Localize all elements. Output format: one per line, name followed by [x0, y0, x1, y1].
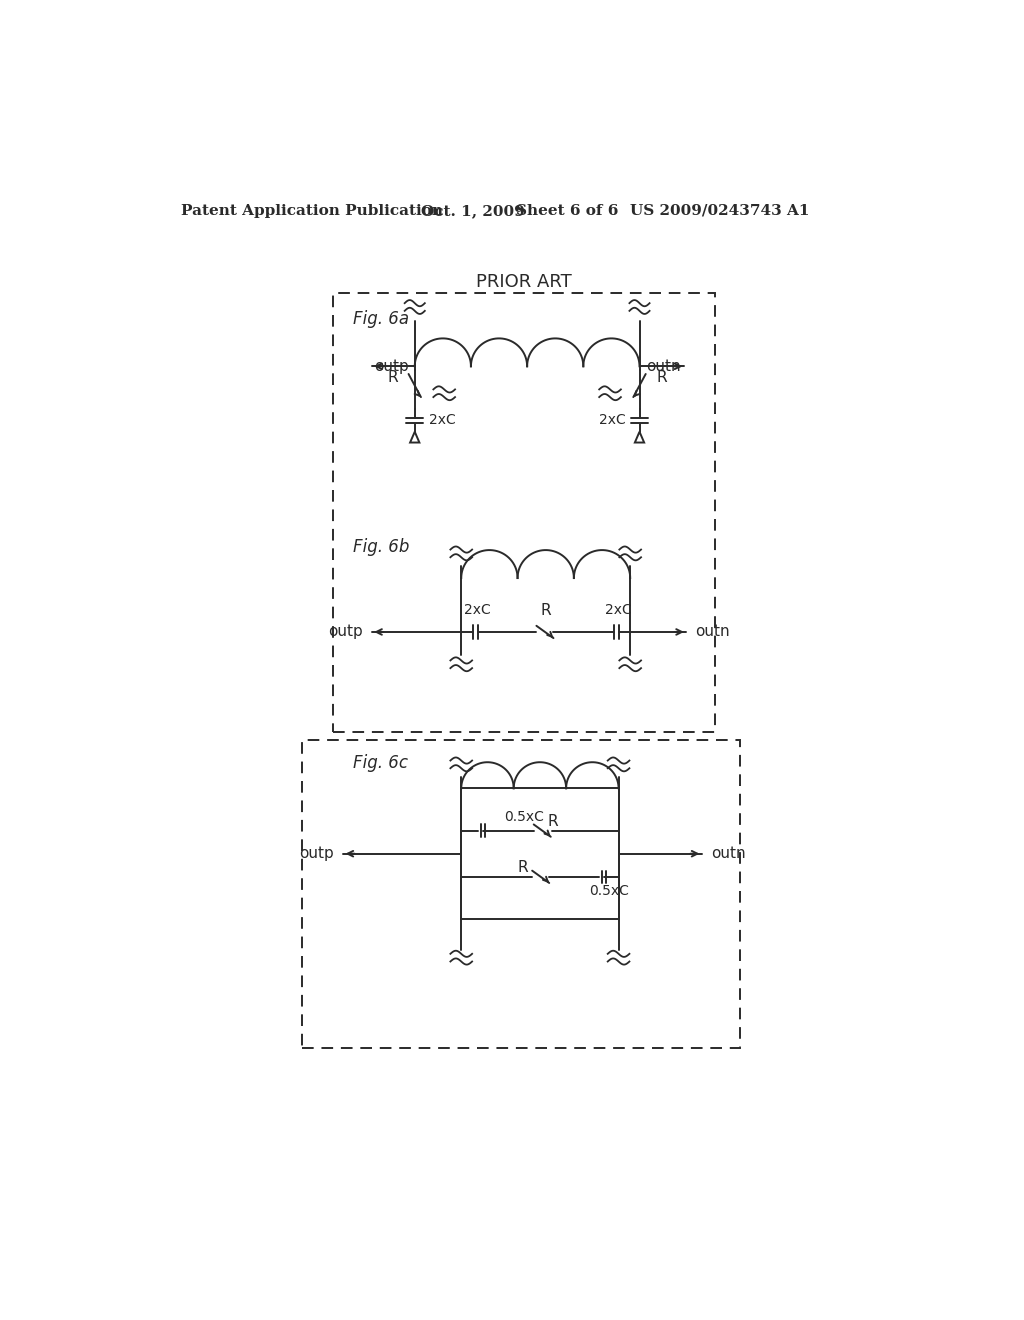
Text: US 2009/0243743 A1: US 2009/0243743 A1 — [630, 203, 810, 218]
Text: outn: outn — [695, 624, 730, 639]
Bar — [334, 293, 716, 733]
Text: PRIOR ART: PRIOR ART — [476, 273, 571, 290]
Text: 0.5xC: 0.5xC — [590, 883, 629, 898]
Text: 2xC: 2xC — [605, 603, 632, 618]
Text: Fig. 6b: Fig. 6b — [352, 539, 410, 556]
Text: 2xC: 2xC — [429, 413, 456, 428]
Bar — [302, 739, 740, 1048]
Text: R: R — [387, 371, 397, 385]
Text: 2xC: 2xC — [464, 603, 490, 618]
Text: Sheet 6 of 6: Sheet 6 of 6 — [515, 203, 617, 218]
Text: Fig. 6c: Fig. 6c — [352, 754, 408, 772]
Text: outp: outp — [299, 846, 334, 861]
Text: outp: outp — [374, 359, 409, 374]
Text: R: R — [518, 861, 528, 875]
Text: 2xC: 2xC — [599, 413, 626, 428]
Text: outn: outn — [646, 359, 680, 374]
Text: R: R — [541, 603, 551, 618]
Text: 0.5xC: 0.5xC — [505, 809, 545, 824]
Text: outn: outn — [711, 846, 745, 861]
Text: R: R — [656, 371, 668, 385]
Bar — [461, 788, 618, 919]
Text: outp: outp — [328, 624, 362, 639]
Text: Fig. 6a: Fig. 6a — [352, 310, 409, 327]
Text: Patent Application Publication: Patent Application Publication — [180, 203, 442, 218]
Text: Oct. 1, 2009: Oct. 1, 2009 — [421, 203, 524, 218]
Text: R: R — [548, 814, 558, 829]
